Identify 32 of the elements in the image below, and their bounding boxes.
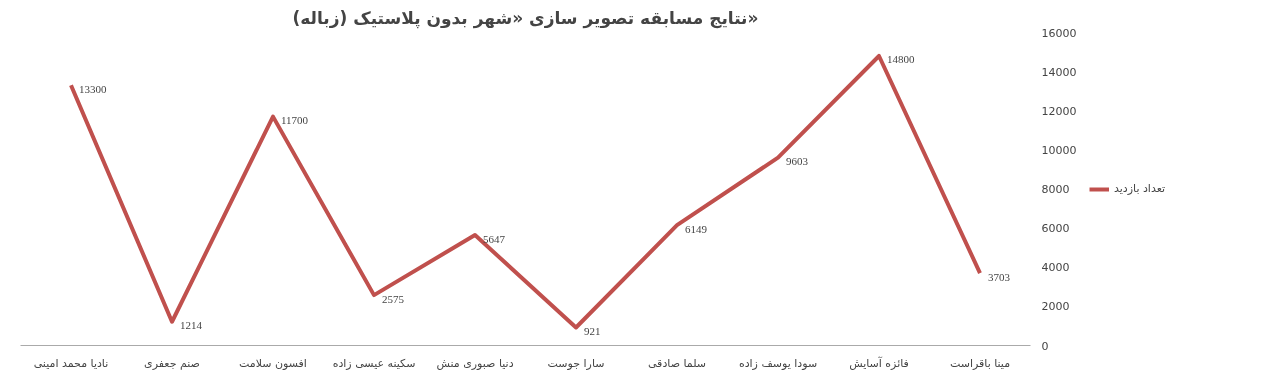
data-label: 14800	[887, 53, 915, 66]
chart-title: نتایج مسابقه تصویر سازی «شهر بدون پلاستیک (زباله)»	[292, 7, 759, 29]
data-label: 921	[584, 324, 601, 337]
y-tick-label: 6000	[1041, 222, 1070, 236]
y-tick-label: 2000	[1041, 300, 1070, 314]
y-tick-label: 10000	[1041, 143, 1077, 157]
data-label: 9603	[786, 155, 809, 168]
y-tick-label: 14000	[1041, 65, 1077, 79]
x-tick-label: مینا باقراست	[949, 356, 1011, 370]
x-tick-label: صنم جعفری	[144, 356, 200, 370]
y-tick-label: 16000	[1041, 26, 1077, 40]
line-series	[69, 53, 982, 330]
data-label: 3703	[988, 270, 1011, 283]
x-tick-label: سکینه عیسی زاده	[332, 356, 416, 370]
data-label: 5647	[483, 232, 506, 245]
x-tick-label: سلما صادقی	[647, 356, 707, 370]
data-label: 1214	[180, 319, 203, 332]
y-tick-label: 0	[1041, 339, 1049, 353]
x-tick-label: سارا جوست	[547, 356, 605, 370]
data-label: 6149	[685, 222, 708, 235]
legend-label: تعداد بازدید	[1114, 182, 1166, 195]
y-tick-label: 4000	[1041, 261, 1070, 275]
data-label: 11700	[281, 114, 309, 127]
data-label: 2575	[382, 292, 405, 305]
x-tick-label: دنیا صبوری منش	[436, 356, 514, 370]
data-label: 13300	[79, 82, 107, 95]
x-tick-label: نادیا محمد امینی	[33, 356, 109, 370]
x-tick-label: افسون سلامت	[239, 356, 307, 370]
y-tick-label: 12000	[1041, 104, 1077, 118]
x-tick-label: فائزه آسایش	[849, 355, 909, 370]
x-tick-label: سودا یوسف زاده	[738, 356, 818, 370]
y-tick-label: 8000	[1041, 183, 1070, 196]
